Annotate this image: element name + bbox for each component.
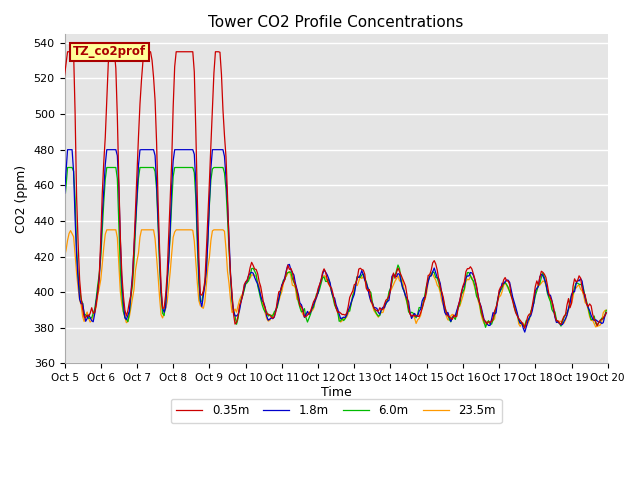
23.5m (573, 283, 581, 289)
1.8m (251, 275, 259, 280)
Y-axis label: CO2 (ppm): CO2 (ppm) (15, 165, 28, 233)
Title: Tower CO2 Profile Concentrations: Tower CO2 Profile Concentrations (209, 15, 464, 30)
Line: 0.35m: 0.35m (65, 52, 606, 328)
Line: 23.5m: 23.5m (65, 230, 606, 327)
6.0m (223, 215, 231, 220)
6.0m (127, 294, 135, 300)
23.5m (242, 281, 250, 287)
Line: 6.0m: 6.0m (65, 168, 606, 327)
6.0m (251, 268, 259, 274)
23.5m (103, 227, 111, 233)
23.5m (251, 272, 259, 278)
23.5m (223, 268, 231, 274)
6.0m (171, 165, 179, 170)
23.5m (129, 297, 136, 302)
1.8m (129, 272, 136, 278)
0.35m (602, 310, 610, 315)
6.0m (575, 281, 583, 287)
23.5m (592, 324, 600, 330)
0.35m (64, 49, 72, 55)
X-axis label: Time: Time (321, 386, 351, 399)
1.8m (103, 147, 111, 153)
1.8m (575, 278, 583, 284)
1.8m (61, 191, 68, 196)
1.8m (602, 310, 610, 316)
Text: TZ_co2prof: TZ_co2prof (73, 46, 146, 59)
0.35m (61, 73, 68, 79)
6.0m (61, 201, 68, 207)
23.5m (602, 307, 610, 313)
6.0m (602, 307, 610, 313)
0.35m (521, 325, 529, 331)
0.35m (223, 192, 231, 198)
0.35m (575, 273, 583, 279)
0.35m (242, 279, 250, 285)
6.0m (299, 309, 307, 314)
1.8m (223, 200, 231, 206)
Line: 1.8m: 1.8m (65, 150, 606, 332)
23.5m (299, 312, 307, 317)
1.8m (299, 307, 307, 312)
1.8m (521, 329, 529, 335)
23.5m (61, 254, 68, 260)
6.0m (242, 281, 250, 287)
6.0m (482, 324, 490, 330)
0.35m (251, 266, 259, 272)
0.35m (129, 276, 136, 282)
0.35m (299, 308, 307, 313)
1.8m (242, 280, 250, 286)
Legend: 0.35m, 1.8m, 6.0m, 23.5m: 0.35m, 1.8m, 6.0m, 23.5m (171, 398, 502, 423)
